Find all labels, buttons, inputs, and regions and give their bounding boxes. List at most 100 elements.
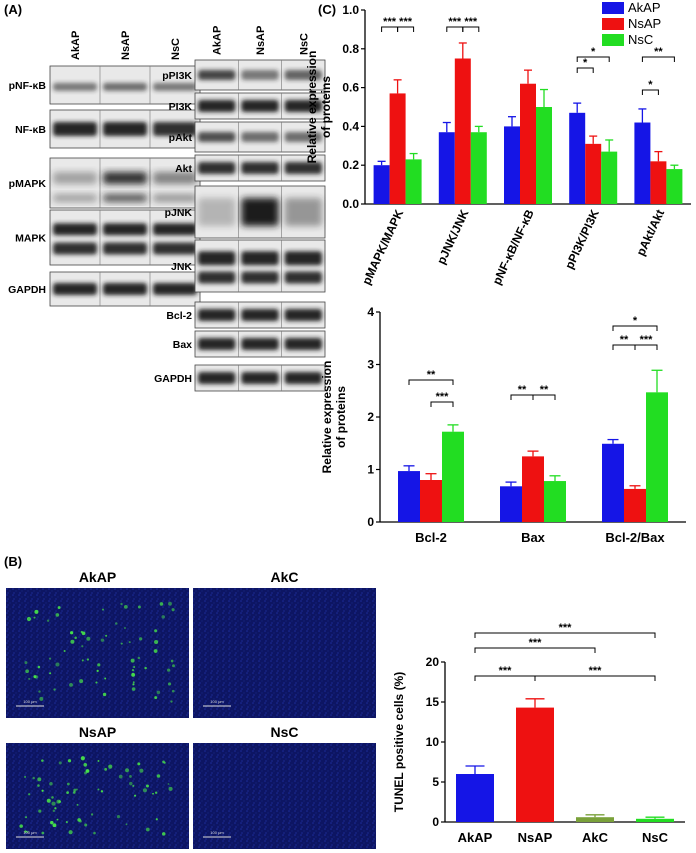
tunel-positive-cell: [101, 608, 105, 611]
tunel-positive-cell: [53, 688, 56, 691]
blot-band: [241, 162, 279, 174]
tunel-positive-cell: [85, 769, 90, 773]
tunel-positive-cell: [167, 783, 170, 785]
significance-bracket: [397, 26, 415, 32]
tunel-positive-cell: [132, 681, 135, 684]
y-tick-label: 3: [367, 358, 374, 372]
tunel-positive-cell: [46, 798, 51, 803]
blot-row-label: pMAPK: [9, 178, 47, 190]
panel-label-c: (C): [318, 2, 336, 17]
significance-label: ***: [589, 665, 603, 677]
tunel-positive-cell: [97, 759, 100, 762]
tunel-positive-cell: [138, 637, 143, 641]
tunel-positive-cell: [137, 656, 141, 660]
tunel-positive-cell: [37, 784, 40, 787]
blot-band: [53, 283, 97, 295]
blot-row-label: NF-κB: [15, 124, 46, 136]
tunel-positive-cell: [34, 609, 39, 614]
bar: [504, 126, 520, 204]
y-axis-label: TUNEL positive cells (%): [392, 672, 406, 812]
x-tick-label: pMAPK/MAPK: [359, 207, 406, 287]
blot-band: [198, 338, 236, 350]
tunel-positive-cell: [41, 759, 44, 762]
chart-protein-ratios: 0.0 0.2 0.4 0.6 0.8 1.0 Relative expression of …: [305, 0, 691, 287]
blot-row-label: GAPDH: [154, 373, 192, 385]
micrograph-title: NsC: [270, 724, 298, 740]
blot-band: [103, 194, 147, 202]
scale-bar-label: 100 μm: [210, 830, 224, 835]
tunel-positive-cell: [133, 666, 136, 669]
tunel-positive-cell: [142, 788, 147, 793]
tunel-positive-cell: [24, 661, 28, 665]
x-tick-label: pAkt/Akt: [634, 207, 668, 258]
tunel-positive-cell: [74, 636, 77, 640]
bar: [454, 58, 471, 204]
tunel-positive-cell: [137, 605, 141, 609]
significance-label: *: [648, 79, 653, 91]
panel-label-b: (B): [4, 554, 22, 569]
tunel-positive-cell: [131, 668, 135, 672]
significance-label: ***: [399, 16, 413, 28]
tunel-positive-cell: [97, 663, 101, 667]
blot-row-label: pNF-κB: [9, 80, 47, 92]
western-blot-left: AkAP NsAP NsC pNF-κB NF-κB pMAPK MAPK GAPDH: [8, 31, 201, 307]
tunel-positive-cell: [37, 665, 41, 669]
blot-row-label: pAkt: [169, 132, 193, 144]
blot-band: [53, 82, 97, 91]
tunel-positive-cell: [137, 762, 141, 766]
blot-band: [53, 122, 97, 136]
tunel-positive-cell: [96, 669, 99, 673]
tunel-positive-cell: [32, 776, 35, 780]
tunel-positive-cell: [26, 830, 29, 834]
legend-swatch: [602, 34, 624, 46]
y-tick-label: 0.8: [342, 42, 359, 56]
y-tick-label: 1.0: [342, 3, 359, 17]
blot-row-label: Bax: [173, 339, 192, 351]
significance-label: **: [427, 369, 436, 381]
blot-band: [198, 100, 236, 112]
bar: [646, 392, 668, 522]
tunel-positive-cell: [161, 615, 165, 619]
tunel-positive-cell: [90, 813, 94, 816]
blot-band: [198, 70, 236, 80]
micrograph-title: AkAP: [79, 569, 116, 585]
tunel-positive-cell: [75, 788, 78, 791]
tunel-positive-cell: [49, 672, 52, 675]
bar: [536, 107, 552, 204]
lane-label: NsC: [170, 38, 182, 60]
tunel-positive-cell: [54, 807, 57, 810]
x-tick-label: NsAP: [518, 830, 553, 845]
bar: [666, 169, 683, 204]
tunel-positive-cell: [154, 629, 158, 633]
micrograph-image: [193, 588, 376, 718]
significance-bracket: [474, 632, 656, 638]
tunel-positive-cell: [80, 630, 83, 634]
significance-bracket: [576, 67, 594, 73]
x-tick-label: NsC: [642, 830, 669, 845]
tunel-positive-cell: [55, 613, 60, 617]
x-tick-label: Bcl-2/Bax: [605, 530, 665, 545]
tunel-positive-cell: [144, 666, 147, 670]
tunel-positive-cell: [104, 677, 107, 680]
blot-band: [198, 132, 236, 142]
significance-label: ***: [559, 622, 573, 634]
lane-label: NsAP: [120, 31, 132, 60]
tunel-positive-cell: [46, 619, 50, 622]
tunel-positive-cell: [51, 796, 54, 799]
significance-label: ***: [448, 16, 462, 28]
tunel-positive-cell: [168, 786, 173, 791]
lane-label: AkAP: [70, 31, 82, 60]
tunel-positive-cell: [123, 627, 126, 630]
bar: [438, 132, 455, 204]
micrograph-image: [6, 743, 189, 849]
tunel-positive-cell: [24, 830, 27, 833]
tunel-positive-cell: [95, 681, 98, 684]
x-tick-label: pJNK/JNK: [434, 207, 472, 266]
blot-row-label: GAPDH: [8, 284, 46, 296]
tunel-positive-cell: [81, 645, 84, 648]
tunel-positive-cell: [79, 679, 84, 684]
micrograph-title: NsAP: [79, 724, 116, 740]
blot-band: [153, 194, 197, 202]
bar: [470, 132, 487, 204]
